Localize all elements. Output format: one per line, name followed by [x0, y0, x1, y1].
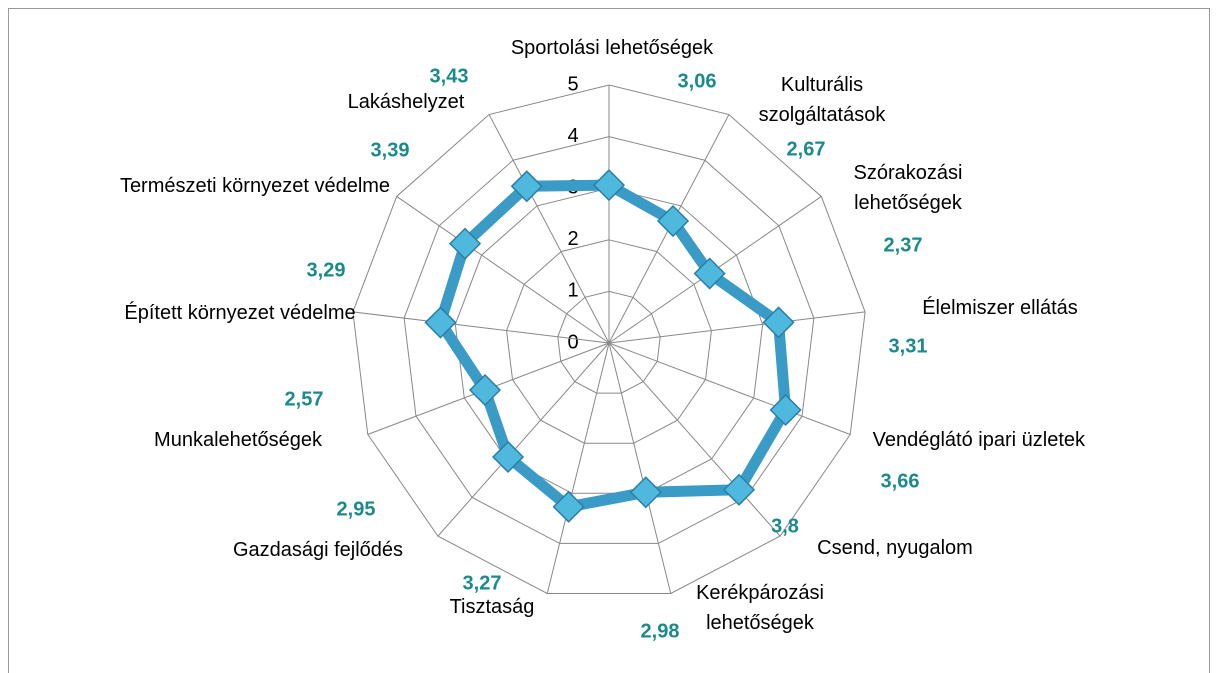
marker	[629, 476, 662, 509]
value-label: 3,66	[880, 470, 920, 493]
category-label: Élelmiszer ellátás	[922, 297, 1078, 319]
marker	[491, 440, 525, 473]
spoke	[352, 311, 610, 344]
chart-frame	[8, 8, 1210, 673]
spoke	[396, 196, 610, 344]
value-label: 2,95	[336, 498, 376, 521]
value-label: 3,29	[306, 259, 346, 282]
marker	[769, 393, 802, 427]
spoke	[437, 342, 610, 537]
value-label: 2,57	[284, 388, 324, 411]
spoke	[488, 114, 610, 344]
grid-ring	[403, 136, 815, 544]
category-label: Gazdasági fejlődés	[232, 539, 404, 561]
marker	[468, 373, 502, 407]
spoke	[608, 342, 851, 435]
value-label: 3,31	[888, 335, 928, 358]
category-label: Épített környezet védelme	[124, 302, 356, 324]
category-label: Sportolási lehetőségek	[510, 37, 714, 59]
grid-ring	[454, 187, 764, 494]
marker	[448, 227, 482, 260]
marker	[424, 306, 457, 339]
grid-ring	[557, 290, 661, 394]
marker	[656, 204, 690, 238]
spoke	[608, 311, 866, 344]
value-label: 2,67	[786, 138, 826, 161]
series-line	[434, 179, 792, 513]
marker	[762, 306, 795, 339]
value-label: 2,37	[883, 234, 923, 257]
marker	[592, 169, 626, 202]
category-label: Kulturális szolgáltatások	[758, 74, 886, 126]
y-tick-label: 5	[567, 73, 578, 95]
y-tick-label: 1	[567, 280, 578, 302]
spoke	[608, 342, 672, 594]
spoke	[546, 342, 610, 594]
marker	[510, 170, 543, 203]
category-label: Szórakozási lehetőségek	[853, 162, 963, 214]
category-label: Tisztaság	[449, 596, 535, 618]
category-label: Vendéglátó ipari üzletek	[872, 429, 1085, 451]
category-label: Csend, nyugalom	[817, 537, 973, 559]
y-tick-label: 0	[567, 331, 578, 353]
y-tick-label: 2	[567, 228, 578, 250]
value-label: 3,43	[429, 65, 469, 88]
category-label: Természeti környezet védelme	[119, 175, 391, 197]
value-label: 3,39	[370, 139, 410, 162]
grid-ring	[352, 84, 866, 595]
category-label: Munkalehetőségek	[154, 429, 322, 451]
marker	[693, 257, 726, 290]
category-label: Lakáshelyzet	[347, 91, 465, 113]
y-tick-label: 4	[567, 125, 578, 147]
marker	[552, 490, 585, 523]
spoke	[608, 342, 781, 537]
value-label: 3,06	[677, 70, 717, 93]
value-label: 2,98	[640, 620, 680, 643]
value-label: 3,8	[771, 515, 799, 538]
category-label: Kerékpározási lehetőségek	[696, 582, 824, 634]
value-label: 3,27	[462, 572, 502, 595]
marker	[722, 473, 756, 506]
grid-ring	[506, 239, 712, 444]
